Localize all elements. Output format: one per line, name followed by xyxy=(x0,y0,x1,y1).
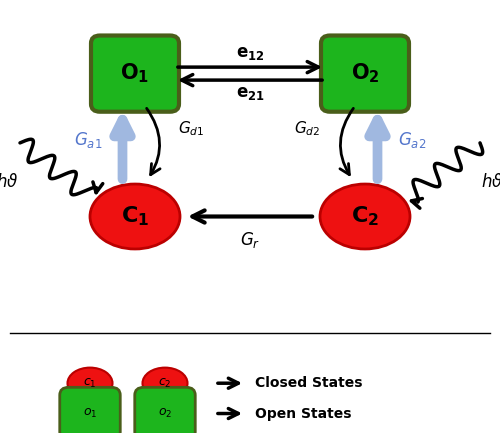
Text: $\mathbf{O_1}$: $\mathbf{O_1}$ xyxy=(120,62,150,85)
Text: $\mathbf{O_2}$: $\mathbf{O_2}$ xyxy=(350,62,380,85)
Text: $h\vartheta$: $h\vartheta$ xyxy=(0,173,18,191)
Text: Closed States: Closed States xyxy=(255,376,362,390)
Text: $c_1$: $c_1$ xyxy=(83,377,97,390)
Text: $\mathbf{e_{21}}$: $\mathbf{e_{21}}$ xyxy=(236,84,264,102)
Text: $G_{d2}$: $G_{d2}$ xyxy=(294,119,320,138)
Ellipse shape xyxy=(90,184,180,249)
Text: $\mathbf{C_1}$: $\mathbf{C_1}$ xyxy=(121,205,149,228)
Text: $o_2$: $o_2$ xyxy=(158,407,172,420)
Ellipse shape xyxy=(68,368,112,399)
Text: $G_{a2}$: $G_{a2}$ xyxy=(398,129,426,150)
Text: $G_{r}$: $G_{r}$ xyxy=(240,230,260,250)
Text: $h\vartheta$: $h\vartheta$ xyxy=(482,173,500,191)
FancyBboxPatch shape xyxy=(91,36,179,112)
FancyBboxPatch shape xyxy=(135,387,195,433)
Text: $G_{a1}$: $G_{a1}$ xyxy=(74,129,102,150)
Text: $\mathbf{e_{12}}$: $\mathbf{e_{12}}$ xyxy=(236,44,264,62)
FancyBboxPatch shape xyxy=(60,387,120,433)
Text: $G_{d1}$: $G_{d1}$ xyxy=(178,119,204,138)
Text: $\mathbf{C_2}$: $\mathbf{C_2}$ xyxy=(351,205,379,228)
Text: $o_1$: $o_1$ xyxy=(83,407,97,420)
Text: Open States: Open States xyxy=(255,407,352,420)
FancyBboxPatch shape xyxy=(321,36,409,112)
Text: $c_2$: $c_2$ xyxy=(158,377,172,390)
Ellipse shape xyxy=(320,184,410,249)
Ellipse shape xyxy=(142,368,188,399)
